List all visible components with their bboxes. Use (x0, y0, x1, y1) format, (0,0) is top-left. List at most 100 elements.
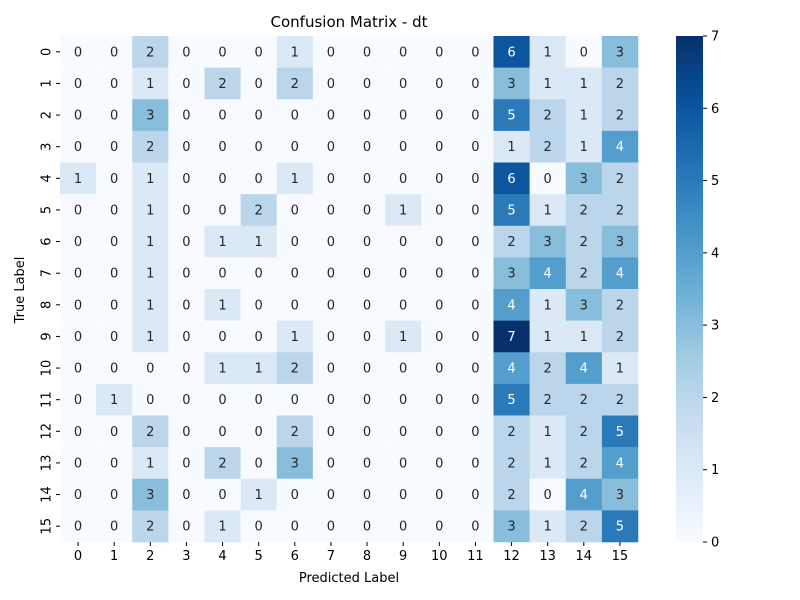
heatmap-cell (529, 130, 567, 163)
heatmap-cell (601, 478, 639, 511)
heatmap-cell (96, 478, 133, 511)
cell-value-label: 6 (507, 45, 515, 60)
cell-value-label: 1 (110, 393, 118, 408)
heatmap-cell (457, 289, 494, 321)
heatmap-cell (312, 352, 350, 385)
cell-value-label: 0 (363, 77, 371, 92)
heatmap-cell (385, 225, 422, 258)
x-tick-label: 6 (291, 549, 299, 564)
heatmap-cell (421, 194, 458, 227)
cell-value-label: 3 (507, 267, 515, 282)
cell-value-label: 0 (435, 456, 443, 471)
heatmap-cell (60, 194, 97, 227)
heatmap-cell (240, 289, 278, 321)
heatmap-cell (421, 415, 458, 448)
colorbar-gradient (676, 36, 703, 542)
heatmap-cell (168, 130, 205, 163)
cell-value-label: 0 (363, 140, 371, 155)
heatmap-cell (168, 36, 205, 68)
cell-value-label: 0 (327, 235, 335, 250)
heatmap-cell (132, 352, 169, 385)
heatmap-cell (276, 225, 314, 258)
cell-value-label: 1 (507, 140, 515, 155)
cell-value-label: 0 (182, 203, 190, 218)
heatmap-cell (204, 225, 241, 258)
colorbar-tick-label: 2 (711, 391, 719, 406)
cell-value-label: 0 (182, 330, 190, 345)
heatmap-cell (529, 415, 567, 448)
heatmap-cell (493, 383, 530, 416)
heatmap-cell (60, 320, 97, 353)
heatmap-cell (421, 447, 458, 480)
y-tick-label: 0 (40, 48, 55, 56)
cell-value-label: 1 (399, 330, 407, 345)
cell-value-label: 1 (146, 172, 154, 187)
cell-value-label: 0 (218, 393, 226, 408)
cell-value-label: 0 (291, 488, 299, 503)
cell-value-label: 2 (146, 425, 154, 440)
heatmap-cell (385, 162, 422, 195)
heatmap-cell (349, 67, 386, 100)
y-tick-label: 11 (40, 391, 55, 408)
heatmap-cell (132, 194, 169, 227)
cell-value-label: 3 (616, 488, 624, 503)
cell-value-label: 0 (291, 298, 299, 313)
heatmap-cell (601, 289, 639, 321)
cell-value-label: 1 (544, 203, 552, 218)
heatmap-cell (457, 36, 494, 68)
heatmap-cell (276, 415, 314, 448)
heatmap-cell (96, 162, 133, 195)
heatmap-cell (493, 352, 530, 385)
cell-value-label: 0 (399, 172, 407, 187)
cell-value-label: 2 (218, 456, 226, 471)
heatmap-cell (60, 99, 97, 132)
y-tick-label: 15 (40, 518, 55, 535)
cell-value-label: 0 (110, 520, 118, 535)
cell-value-label: 1 (146, 203, 154, 218)
heatmap-cell (132, 320, 169, 353)
cell-value-label: 5 (507, 109, 515, 124)
heatmap-cell (601, 194, 639, 227)
heatmap-cell (240, 510, 278, 543)
heatmap-cell (312, 194, 350, 227)
cell-value-label: 0 (255, 45, 263, 60)
heatmap-cell (601, 225, 639, 258)
cell-value-label: 2 (507, 456, 515, 471)
heatmap-cell (60, 257, 97, 290)
y-tick-label: 2 (40, 111, 55, 119)
heatmap-cell (601, 67, 639, 100)
cell-value-label: 0 (435, 267, 443, 282)
cell-value-label: 2 (544, 109, 552, 124)
heatmap-cell (529, 352, 567, 385)
heatmap-cell (457, 162, 494, 195)
y-tick-label: 13 (40, 455, 55, 472)
heatmap-cell (529, 289, 567, 321)
colorbar-tick-label: 1 (711, 463, 719, 478)
cell-value-label: 2 (146, 140, 154, 155)
heatmap-cell (421, 130, 458, 163)
heatmap-cell (529, 162, 567, 195)
cell-value-label: 0 (255, 425, 263, 440)
y-tick-label: 5 (40, 206, 55, 214)
cell-value-label: 0 (74, 362, 82, 377)
heatmap-cell (493, 415, 530, 448)
cell-value-label: 1 (146, 77, 154, 92)
heatmap-cell (529, 383, 567, 416)
heatmap-cell (565, 99, 603, 132)
heatmap-cell (60, 36, 97, 68)
cell-value-label: 0 (255, 172, 263, 187)
cell-value-label: 0 (255, 267, 263, 282)
cell-value-label: 2 (580, 393, 588, 408)
heatmap-cell (529, 447, 567, 480)
cell-value-label: 1 (544, 456, 552, 471)
cell-value-label: 0 (435, 235, 443, 250)
cell-value-label: 0 (471, 45, 479, 60)
cell-value-label: 0 (471, 393, 479, 408)
cell-value-label: 1 (255, 362, 263, 377)
cell-value-label: 1 (146, 235, 154, 250)
heatmap-cell (529, 257, 567, 290)
heatmap-cell (421, 383, 458, 416)
cell-value-label: 0 (327, 45, 335, 60)
x-tick-label: 14 (576, 549, 593, 564)
